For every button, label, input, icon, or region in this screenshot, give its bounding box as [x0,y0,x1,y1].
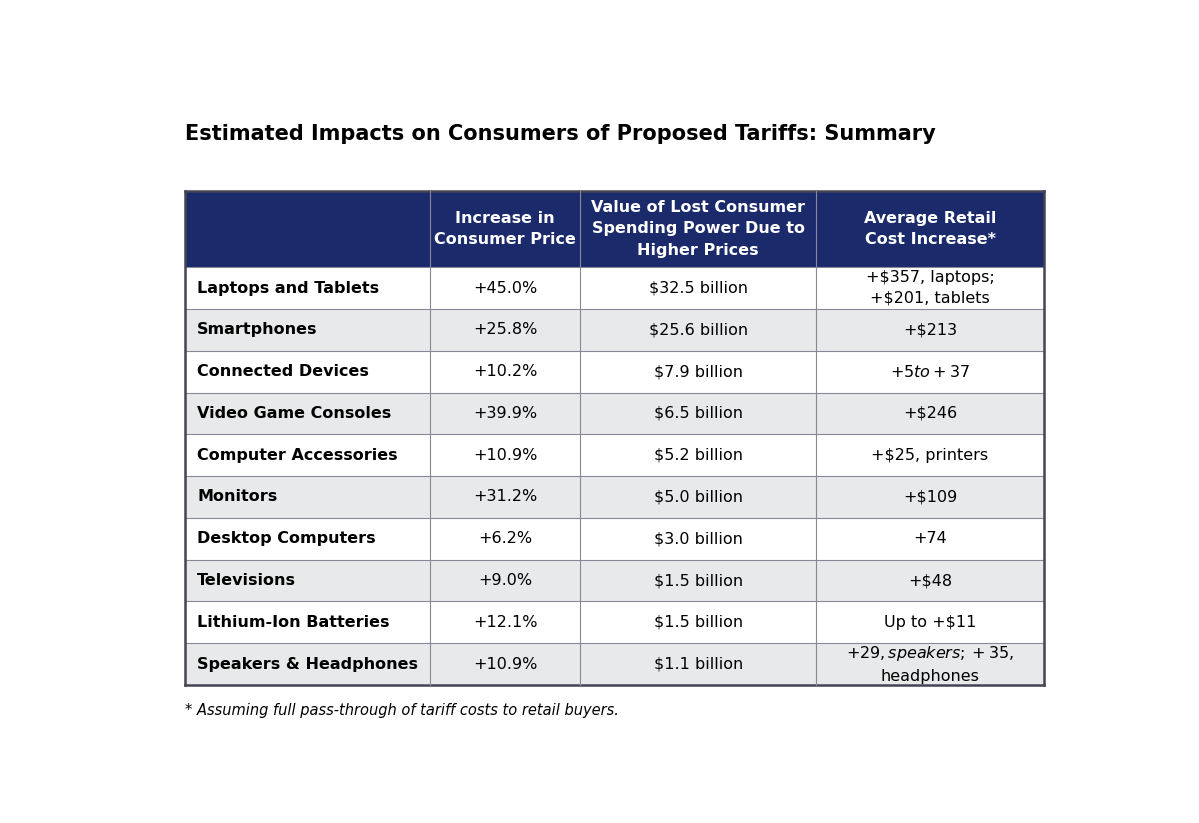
FancyBboxPatch shape [185,267,1044,309]
FancyBboxPatch shape [185,351,1044,393]
FancyBboxPatch shape [185,393,1044,435]
Text: +$48: +$48 [908,573,952,588]
Text: Desktop Computers: Desktop Computers [198,532,376,546]
FancyBboxPatch shape [185,518,1044,560]
Text: $7.9 billion: $7.9 billion [653,365,742,379]
Text: Increase in
Consumer Price: Increase in Consumer Price [434,211,576,247]
Text: $5.0 billion: $5.0 billion [653,490,742,504]
Text: +25.8%: +25.8% [472,323,537,337]
Text: Average Retail
Cost Increase*: Average Retail Cost Increase* [863,211,996,247]
Text: +74: +74 [914,532,947,546]
Text: +10.9%: +10.9% [472,657,537,672]
Text: +6.2%: +6.2% [478,532,532,546]
Text: Monitors: Monitors [198,490,277,504]
Text: +$357, laptops;
+$201, tablets: +$357, laptops; +$201, tablets [866,271,994,306]
Text: +45.0%: +45.0% [472,281,537,295]
Text: Up to +$11: Up to +$11 [884,615,976,630]
Text: $1.1 billion: $1.1 billion [653,657,743,672]
Text: +$109: +$109 [903,490,957,504]
Text: +9.0%: +9.0% [478,573,532,588]
Text: Video Game Consoles: Video Game Consoles [198,406,392,421]
Text: +$25, printers: +$25, printers [872,448,989,463]
Text: Estimated Impacts on Consumers of Proposed Tariffs: Summary: Estimated Impacts on Consumers of Propos… [185,124,936,144]
Text: +31.2%: +31.2% [472,490,537,504]
Text: Televisions: Televisions [198,573,296,588]
Text: +39.9%: +39.9% [472,406,537,421]
Text: Speakers & Headphones: Speakers & Headphones [198,657,418,672]
Text: +$29, speakers; +$35,
headphones: +$29, speakers; +$35, headphones [846,644,1014,684]
FancyBboxPatch shape [185,643,1044,685]
Text: +$213: +$213 [903,323,957,337]
Text: Computer Accessories: Computer Accessories [198,448,398,463]
Text: Value of Lost Consumer
Spending Power Due to
Higher Prices: Value of Lost Consumer Spending Power Du… [591,200,806,258]
Text: $1.5 billion: $1.5 billion [653,573,742,588]
Text: $6.5 billion: $6.5 billion [653,406,742,421]
FancyBboxPatch shape [185,435,1044,476]
Text: $32.5 billion: $32.5 billion [649,281,748,295]
Text: * Assuming full pass-through of tariff costs to retail buyers.: * Assuming full pass-through of tariff c… [185,703,619,718]
Text: +$246: +$246 [903,406,957,421]
FancyBboxPatch shape [185,602,1044,643]
FancyBboxPatch shape [185,309,1044,351]
Text: +$5 to +$37: +$5 to +$37 [890,364,970,379]
FancyBboxPatch shape [185,191,1044,267]
Text: $25.6 billion: $25.6 billion [649,323,748,337]
Text: $3.0 billion: $3.0 billion [653,532,742,546]
Text: $5.2 billion: $5.2 billion [653,448,742,463]
Text: Lithium-Ion Batteries: Lithium-Ion Batteries [198,615,390,630]
Text: $1.5 billion: $1.5 billion [653,615,742,630]
FancyBboxPatch shape [185,560,1044,602]
Text: +12.1%: +12.1% [472,615,537,630]
Text: +10.9%: +10.9% [472,448,537,463]
Text: Connected Devices: Connected Devices [198,365,369,379]
Text: +10.2%: +10.2% [472,365,537,379]
Text: Laptops and Tablets: Laptops and Tablets [198,281,379,295]
FancyBboxPatch shape [185,476,1044,518]
Text: Smartphones: Smartphones [198,323,318,337]
